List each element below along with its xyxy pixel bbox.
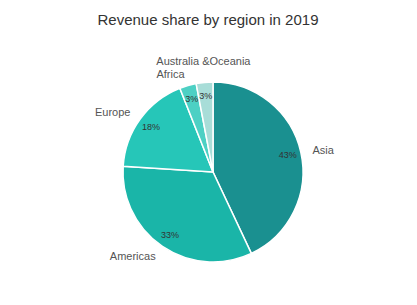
- svg-text:Americas: Americas: [110, 250, 156, 262]
- svg-text:3%: 3%: [199, 91, 212, 101]
- svg-text:33%: 33%: [161, 230, 179, 240]
- svg-text:Asia: Asia: [313, 144, 335, 156]
- svg-text:Europe: Europe: [95, 106, 130, 118]
- svg-text:Africa: Africa: [156, 68, 185, 80]
- html-text:Revenue share by region in 201: Revenue share by region in 2019: [97, 11, 319, 28]
- svg-text:18%: 18%: [142, 122, 160, 132]
- svg-text:43%: 43%: [279, 150, 297, 160]
- svg-text:3%: 3%: [185, 94, 198, 104]
- svg-text:Australia &Oceania: Australia &Oceania: [156, 55, 251, 67]
